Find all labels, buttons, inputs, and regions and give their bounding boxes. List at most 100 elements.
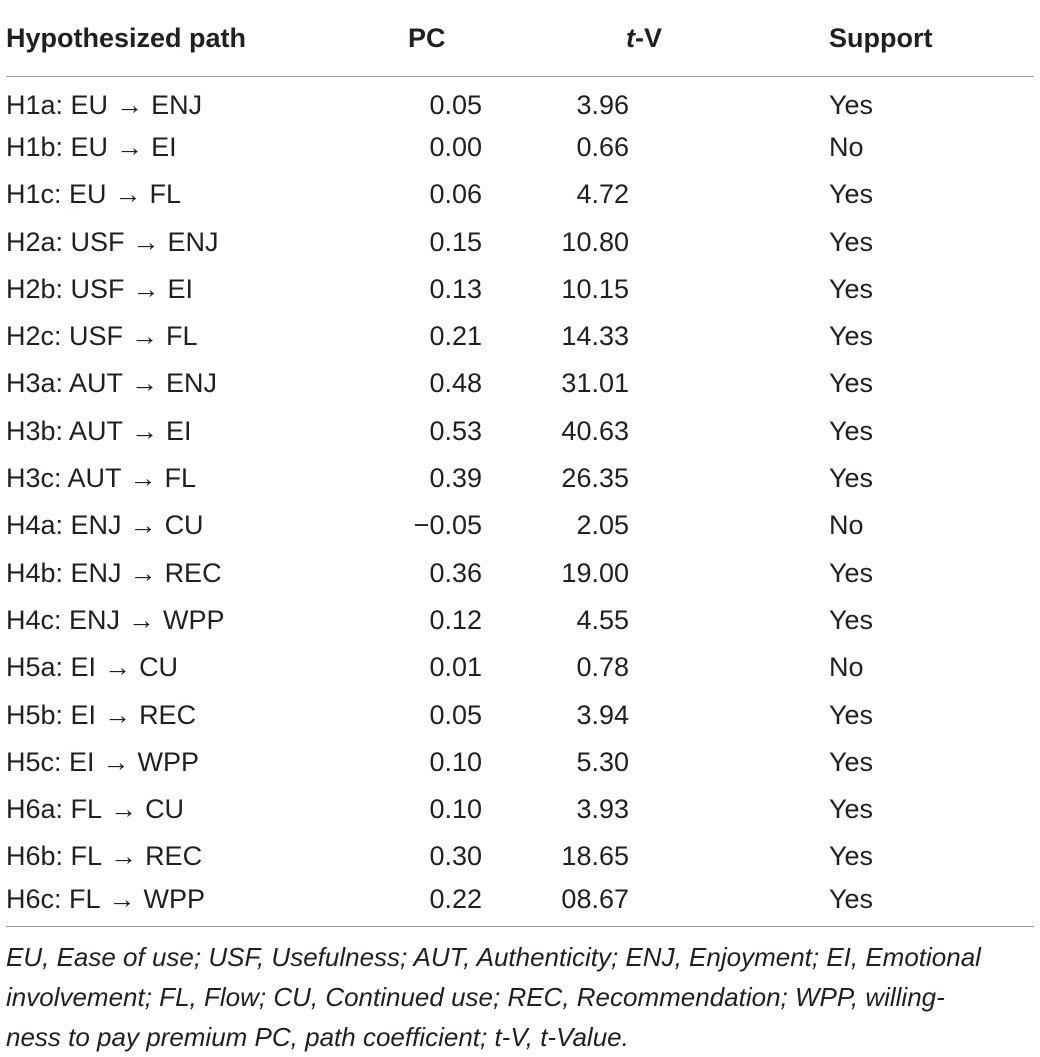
cell-t-value: 18.65 (561, 841, 629, 872)
hypothesis-id: H2b (6, 273, 56, 304)
cell-hypothesized-path: H3a: AUT → ENJ (6, 360, 386, 407)
cell-hypothesized-path: H1a: EU → ENJ (6, 77, 386, 124)
cell-pc: 0.05 (429, 699, 482, 730)
path-to: FL (149, 179, 182, 210)
cell-hypothesized-path: H1c: EU → FL (6, 171, 386, 218)
cell-support: Yes (829, 89, 874, 120)
cell-pc: 0.00 (429, 131, 482, 162)
table-row: H1b: EU → EI 0.00 0.66 No (6, 124, 1034, 171)
hypothesis-id: H4c (6, 604, 55, 635)
path-from: AUT (69, 415, 124, 446)
cell-t-value: 14.33 (561, 321, 629, 352)
table-row: H2b: USF → EI 0.13 10.15 Yes (6, 266, 1034, 313)
footnote-line-1: EU, Ease of use; USF, Usefulness; AUT, A… (6, 942, 981, 972)
id-separator: : (55, 510, 71, 541)
id-separator: : (55, 699, 71, 730)
hypothesis-id: H3c (6, 463, 55, 494)
table-row: H1a: EU → ENJ 0.05 3.96 Yes (6, 77, 1034, 124)
path-to: EI (167, 273, 194, 304)
cell-hypothesized-path: H1b: EU → EI (6, 124, 386, 171)
cell-hypothesized-path: H6b: FL → REC (6, 833, 386, 880)
path-to: WPP (137, 746, 200, 777)
path-from: FL (70, 841, 103, 872)
cell-pc: 0.05 (429, 89, 482, 120)
header-t-rest: -V (635, 22, 662, 53)
cell-t-value: 26.35 (561, 463, 629, 494)
hypothesis-id: H4b (6, 557, 56, 588)
cell-t-value: 3.93 (576, 794, 629, 825)
arrow-right-icon: → (128, 604, 156, 635)
path-from: EU (70, 89, 109, 120)
table-row: H6a: FL → CU 0.10 3.93 Yes (6, 786, 1034, 833)
cell-t-value: 4.72 (576, 179, 629, 210)
arrow-right-icon: → (132, 273, 160, 304)
arrow-right-icon: → (110, 841, 138, 872)
cell-hypothesized-path: H4a: ENJ → CU (6, 502, 386, 549)
path-from: AUT (69, 368, 124, 399)
table-row: H5c: EI → WPP 0.10 5.30 Yes (6, 739, 1034, 786)
path-to: ENJ (166, 368, 218, 399)
table-row: H2c: USF → FL 0.21 14.33 Yes (6, 313, 1034, 360)
table-row: H2a: USF → ENJ 0.15 10.80 Yes (6, 218, 1034, 265)
cell-support: Yes (829, 699, 874, 730)
id-separator: : (55, 89, 71, 120)
footnote-line-3: ness to pay premium PC, path coefficient… (6, 1022, 629, 1052)
table-row: H5a: EI → CU 0.01 0.78 No (6, 644, 1034, 691)
table-row: H3b: AUT → EI 0.53 40.63 Yes (6, 408, 1034, 455)
cell-hypothesized-path: H4c: ENJ → WPP (6, 597, 386, 644)
id-separator: : (54, 604, 70, 635)
arrow-right-icon: → (129, 557, 157, 588)
cell-t-value: 08.67 (561, 883, 629, 914)
path-from: AUT (67, 463, 122, 494)
path-from: EI (70, 652, 97, 683)
path-from: FL (70, 794, 103, 825)
table-footnote: EU, Ease of use; USF, Usefulness; AUT, A… (6, 926, 1034, 1057)
path-from: EU (70, 131, 109, 162)
path-to: EI (151, 131, 177, 162)
cell-pc: 0.53 (429, 415, 482, 446)
cell-pc: 0.21 (429, 321, 482, 352)
table-header-row: Hypothesized path PC t-V Support (6, 0, 1034, 77)
path-from: EI (70, 699, 97, 730)
cell-hypothesized-path: H6a: FL → CU (6, 786, 386, 833)
path-to: ENJ (167, 226, 219, 257)
cell-support: Yes (829, 226, 874, 257)
id-separator: : (54, 463, 68, 494)
id-separator: : (54, 746, 70, 777)
hypothesis-id: H1c (6, 179, 55, 210)
cell-hypothesized-path: H3b: AUT → EI (6, 408, 386, 455)
arrow-right-icon: → (108, 883, 136, 914)
cell-pc: 0.36 (429, 557, 482, 588)
path-from: USF (70, 226, 125, 257)
cell-t-value: 3.96 (576, 89, 629, 120)
cell-pc: 0.06 (429, 179, 482, 210)
hypothesis-id: H5c (6, 746, 55, 777)
cell-support: Yes (829, 883, 874, 914)
table-row: H3c: AUT → FL 0.39 26.35 Yes (6, 455, 1034, 502)
cell-support: No (829, 131, 864, 162)
cell-t-value: 0.78 (576, 652, 629, 683)
arrow-right-icon: → (129, 510, 157, 541)
path-to: FL (164, 463, 197, 494)
arrow-right-icon: → (131, 415, 159, 446)
arrow-right-icon: → (104, 652, 132, 683)
id-separator: : (55, 226, 71, 257)
cell-t-value: 0.66 (576, 131, 629, 162)
path-to: WPP (143, 883, 206, 914)
path-to: CU (145, 794, 185, 825)
path-from: ENJ (70, 557, 122, 588)
table-body: H1a: EU → ENJ 0.05 3.96 Yes H1b: EU → EI 0.00 0.66… (6, 77, 1034, 928)
path-to: FL (166, 321, 198, 352)
cell-pc: 0.12 (429, 604, 482, 635)
path-from: ENJ (69, 604, 121, 635)
arrow-right-icon: → (102, 746, 130, 777)
table-row: H5b: EI → REC 0.05 3.94 Yes (6, 691, 1034, 738)
hypothesis-id: H3b (6, 415, 56, 446)
hypothesis-id: H6a (6, 794, 56, 825)
header-t-value: t-V (486, 0, 701, 77)
path-to: REC (164, 557, 222, 588)
cell-support: Yes (829, 179, 874, 210)
header-pc: PC (386, 0, 486, 77)
hypothesis-id: H1b (6, 131, 56, 162)
cell-t-value: 10.15 (561, 273, 629, 304)
